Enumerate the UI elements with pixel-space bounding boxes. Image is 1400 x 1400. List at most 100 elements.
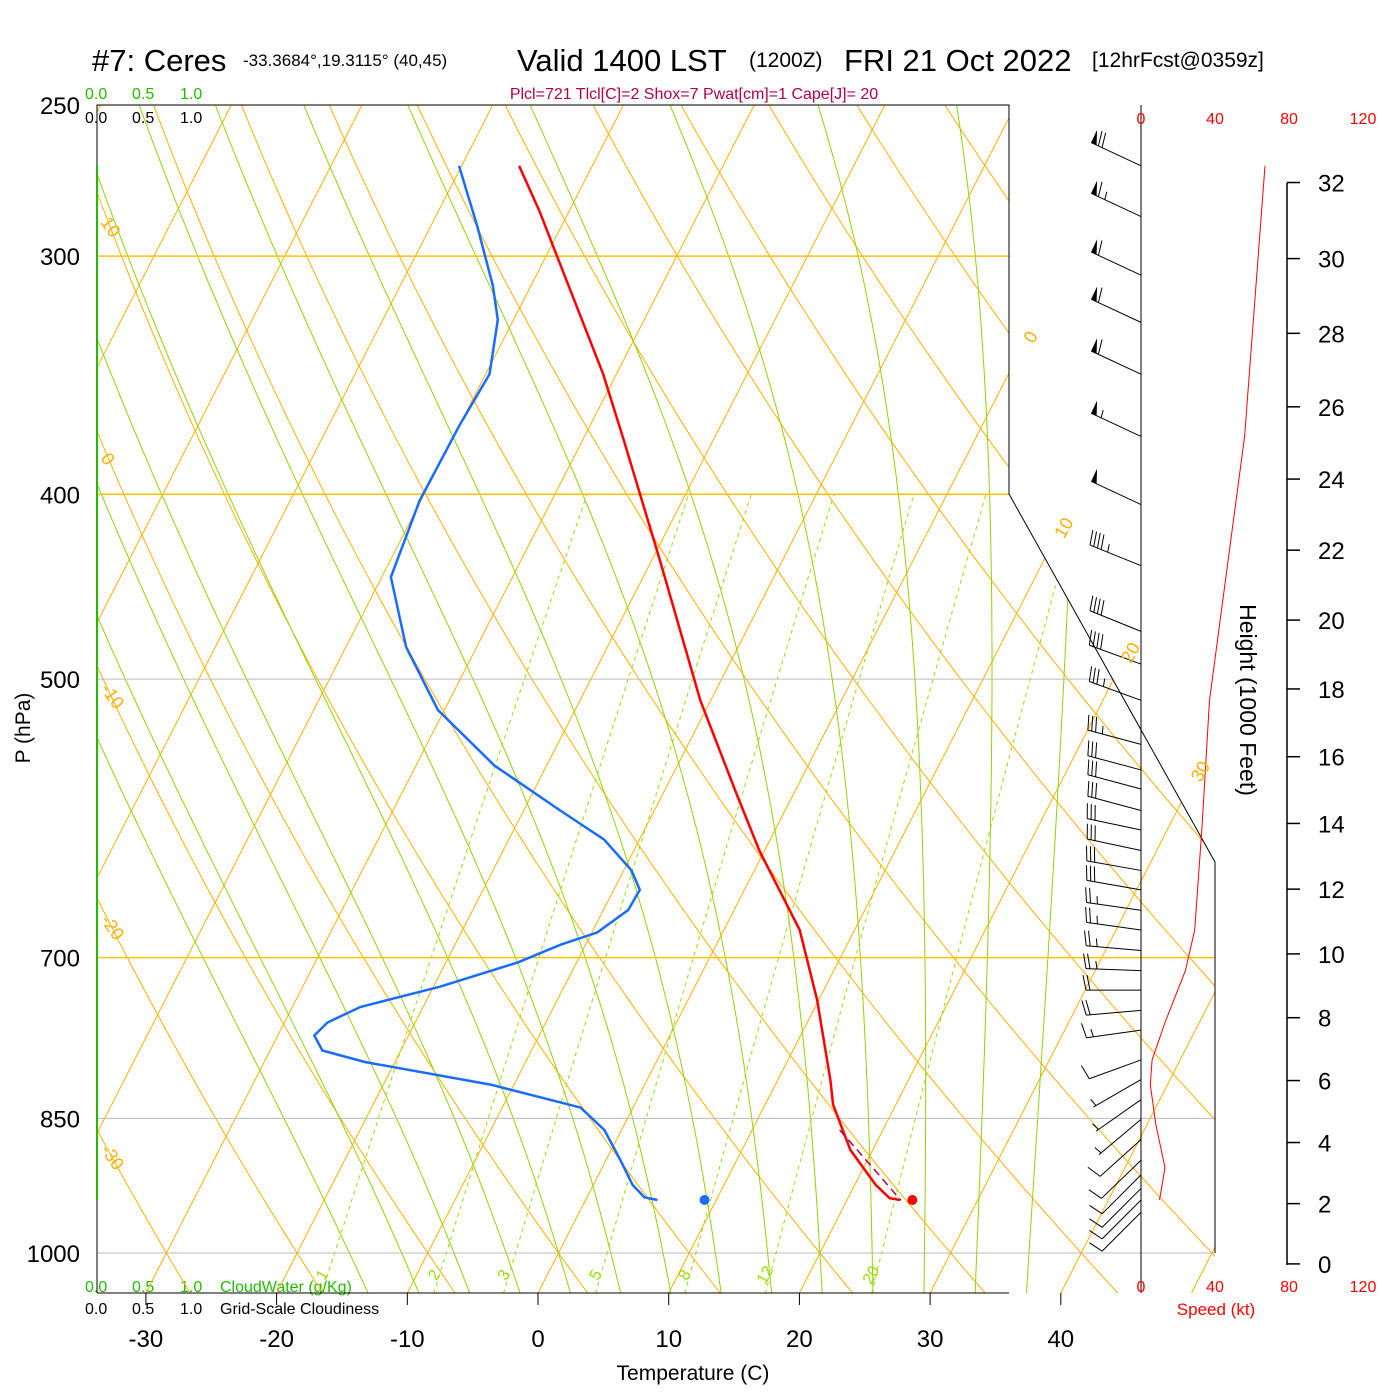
valid-time: Valid 1400 LST <box>517 43 727 78</box>
mixing-ratio-label: 8 <box>676 1267 695 1283</box>
dry-adiabat-line <box>748 105 1215 1293</box>
speed-tick-label-bottom: 40 <box>1206 1279 1224 1296</box>
moist-adiabat-line <box>97 105 471 1293</box>
wind-barb-feather <box>1096 632 1100 649</box>
wind-barb-staff <box>1087 795 1142 811</box>
wind-barb <box>1086 823 1142 851</box>
wind-barb <box>1089 1199 1142 1240</box>
wind-barb-feather <box>1087 714 1090 731</box>
wind-barb-feather <box>1100 534 1105 550</box>
isotherm-line <box>798 105 1215 1293</box>
wind-barb-staff <box>1090 298 1142 323</box>
wind-barb-feather <box>1097 181 1103 197</box>
wind-barb-staff <box>1089 644 1142 665</box>
mixing-ratio-line <box>433 494 689 1293</box>
wind-barb-half-feather <box>1104 191 1108 200</box>
valid-date: FRI 21 Oct 2022 <box>844 43 1071 78</box>
wind-barb <box>1081 999 1142 1016</box>
wind-barb-half-feather <box>1107 544 1110 553</box>
isotherm-label: 20 <box>1117 639 1144 666</box>
wind-barb <box>1089 1174 1142 1215</box>
wind-barb-feather <box>1096 598 1101 614</box>
wind-barb-feather <box>1089 529 1094 546</box>
wind-barb-staff <box>1087 729 1142 745</box>
wind-barb-feather <box>1095 742 1098 758</box>
wind-barb-feather <box>1082 975 1087 991</box>
dry-adiabat-line <box>1183 105 1215 1293</box>
cloudwater-tick-bottom: 1.0 <box>180 1279 202 1296</box>
wind-barb-feather <box>1091 741 1094 757</box>
wind-barb-feather <box>1089 907 1091 923</box>
wind-barb <box>1087 740 1142 771</box>
wind-barb-pennant <box>1091 468 1098 484</box>
forecast-info: [12hrFcst@0359z] <box>1092 49 1264 72</box>
wind-barb-feather <box>1091 715 1094 732</box>
station-title: #7: Ceres <box>92 43 226 78</box>
wind-barb <box>1087 714 1142 745</box>
wind-barb <box>1083 953 1142 972</box>
height-tick-label: 6 <box>1318 1069 1331 1096</box>
speed-axis-title: Speed (kt) <box>1177 1300 1255 1319</box>
dry-adiabat-line <box>97 105 462 1293</box>
height-tick-label: 18 <box>1318 677 1345 704</box>
dry-adiabat-label: 0 <box>97 449 119 469</box>
cloudiness-label: Grid-Scale Cloudiness <box>220 1301 379 1318</box>
wind-barb-staff <box>1098 1119 1142 1156</box>
wind-barb <box>1087 759 1142 790</box>
wind-barb-staff <box>1086 921 1142 931</box>
temperature-tick-label: 30 <box>917 1326 944 1353</box>
sounding-data <box>312 129 1266 1252</box>
surface-temperature-point <box>907 1195 918 1206</box>
wind-barb-half-feather <box>1092 1123 1099 1130</box>
height-tick-label: 22 <box>1318 538 1345 565</box>
wind-barb-feather <box>1096 532 1101 549</box>
wind-barb-pennant <box>1091 286 1098 302</box>
wind-barb <box>1090 400 1142 437</box>
mixing-ratio-line <box>684 494 915 1293</box>
pressure-tick-label: 850 <box>40 1106 80 1133</box>
wind-barb-staff <box>1090 192 1142 217</box>
wind-barb-feather <box>1095 783 1098 799</box>
pressure-tick-label: 300 <box>40 244 80 271</box>
moist-adiabat-line <box>214 105 672 1293</box>
wind-barb-half-feather <box>1095 938 1098 947</box>
wind-barb-feather <box>1086 975 1091 991</box>
wind-barb-staff <box>1087 818 1142 831</box>
wind-barb-staff <box>1090 412 1142 437</box>
wind-barb-feather <box>1085 907 1088 923</box>
dry-adiabat-line <box>1358 71 1400 1301</box>
temperature-tick-label: -10 <box>390 1326 425 1353</box>
mixing-ratio-line <box>595 494 835 1293</box>
plot-border <box>96 104 1216 1293</box>
moist-adiabat-line <box>669 105 874 1293</box>
wind-barb-pennant <box>1091 129 1098 146</box>
temperature-tick-label: 0 <box>531 1326 544 1353</box>
wind-barb-staff <box>1101 1174 1142 1215</box>
wind-barb-staff <box>1086 860 1142 871</box>
cloudwater-label: CloudWater (g/Kg) <box>220 1279 352 1296</box>
plot-frame <box>96 104 1288 1294</box>
wind-barb-feather <box>1091 760 1094 776</box>
isotherm-label: 30 <box>1187 758 1214 785</box>
wind-barb-feather <box>1100 600 1105 616</box>
wind-barb-staff <box>1101 1188 1142 1228</box>
wind-barb-feather <box>1089 1218 1103 1228</box>
temperature-tick-label: 10 <box>655 1326 682 1353</box>
moist-adiabat-line <box>138 105 622 1293</box>
height-tick-label: 4 <box>1318 1131 1331 1158</box>
moist-adiabat-line <box>97 105 571 1293</box>
wind-barb-pennant <box>1091 400 1098 416</box>
wind-barb-half-feather <box>1102 678 1106 687</box>
wind-barb-feather <box>1097 130 1103 147</box>
wind-barb-feather <box>1085 999 1091 1015</box>
utc-time: (1200Z) <box>749 49 823 72</box>
moist-adiabat-line <box>97 105 521 1293</box>
height-tick-label: 16 <box>1318 745 1345 772</box>
wind-barb <box>1094 1119 1142 1156</box>
wind-barb-feather <box>1089 887 1091 904</box>
wind-barb-feather <box>1087 780 1090 797</box>
wind-barb <box>1089 1211 1142 1252</box>
wind-barb-staff <box>1086 1029 1142 1039</box>
wind-barb-feather <box>1097 240 1103 256</box>
